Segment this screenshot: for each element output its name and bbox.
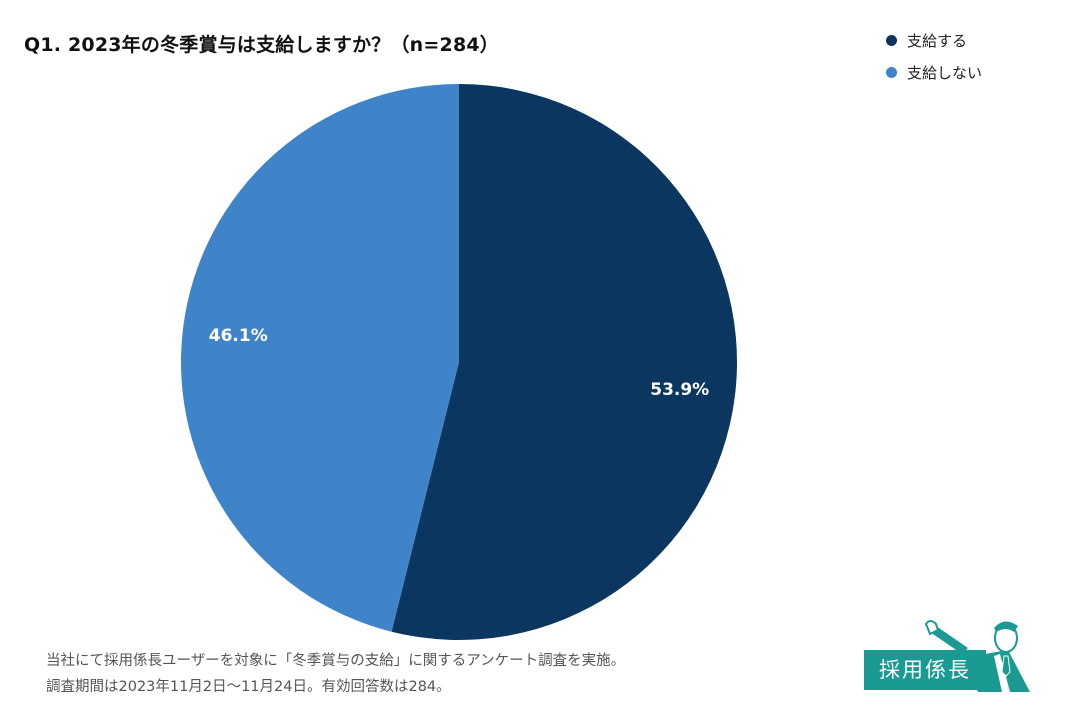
logo-text: 採用係長 xyxy=(864,650,986,690)
pie-slices xyxy=(180,84,737,640)
legend-swatch-pay xyxy=(886,34,897,46)
slice-pay xyxy=(391,84,737,640)
legend-item-no-pay: 支給しない xyxy=(886,56,982,88)
chart-legend: 支給する 支給しない xyxy=(886,24,982,88)
survey-footnote: 当社にて採用係長ユーザーを対象に「冬季賞与の支給」に関するアンケート調査を実施。… xyxy=(46,648,625,700)
footnote-line-1: 当社にて採用係長ユーザーを対象に「冬季賞与の支給」に関するアンケート調査を実施。 xyxy=(46,653,626,669)
slice-label-no-pay: 46.1% xyxy=(209,326,268,346)
legend-label-pay: 支給する xyxy=(907,31,968,50)
brand-logo: 採用係長 xyxy=(864,614,1034,694)
legend-item-pay: 支給する xyxy=(886,24,982,56)
pie-labels: 53.9% 46.1% xyxy=(209,326,709,400)
chart-title: Q1. 2023年の冬季賞与は支給しますか？（n=284） xyxy=(24,34,499,56)
legend-swatch-no-pay xyxy=(886,66,897,78)
slice-no-pay xyxy=(180,84,459,632)
footnote-line-2: 調査期間は2023年11月2日～11月24日。有効回答数は284。 xyxy=(46,679,451,695)
slice-label-pay: 53.9% xyxy=(650,380,709,400)
legend-label-no-pay: 支給しない xyxy=(907,63,983,82)
